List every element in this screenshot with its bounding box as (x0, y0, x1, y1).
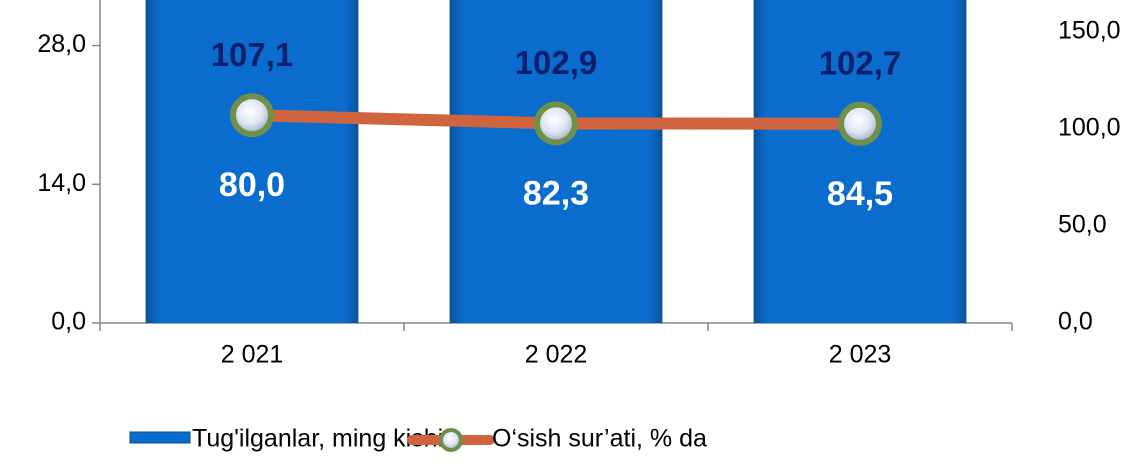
x-tick-label: 2 023 (829, 341, 892, 369)
y-tick-label: 0,0 (51, 308, 86, 336)
line-marker (838, 101, 882, 146)
bar (449, 0, 663, 323)
y-tick-label: 14,0 (37, 169, 86, 197)
legend-swatch (129, 431, 191, 444)
line-value-label: 107,1 (211, 36, 294, 73)
bar (753, 0, 967, 323)
bars (145, 0, 967, 323)
line-marker (230, 93, 274, 138)
y2-tick-label: 100,0 (1058, 114, 1121, 142)
y2-tick-label: 150,0 (1058, 17, 1121, 45)
y-tick-label: 28,0 (37, 30, 86, 58)
y2-tick-label: 0,0 (1058, 308, 1093, 336)
bar (145, 0, 359, 323)
y2-tick-label: 50,0 (1058, 211, 1107, 239)
line-value-label: 102,7 (819, 44, 902, 81)
line-marker (534, 101, 578, 146)
legend-marker (439, 428, 463, 452)
bar-value-label: 80,0 (219, 166, 285, 204)
x-tick-label: 2 021 (221, 341, 284, 369)
legend-label: Tug'ilganlar, ming kishi (192, 425, 443, 453)
x-tick-label: 2 022 (525, 341, 588, 369)
legend-label: O‘sish sur’ati, % da (492, 425, 707, 453)
bar-value-label: 84,5 (827, 175, 893, 213)
bar-value-label: 82,3 (523, 174, 589, 212)
line-value-label: 102,9 (515, 44, 598, 81)
